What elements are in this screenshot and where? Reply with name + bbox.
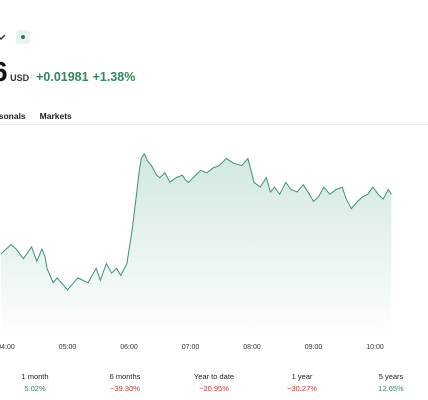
performance-value: −39.30%: [110, 384, 140, 393]
performance-value: 12.65%: [378, 384, 404, 393]
performance-value: 5.02%: [24, 384, 46, 393]
tab-markets[interactable]: Markets: [39, 111, 72, 121]
x-tick-label: 06:00: [120, 344, 138, 351]
x-tick-label: 08:00: [243, 344, 261, 351]
price-series-line: [0, 152, 392, 291]
status-dot-icon[interactable]: [16, 30, 30, 44]
performance-label: 1 year: [291, 372, 313, 381]
price-currency: USD: [10, 73, 30, 83]
performance-item[interactable]: Year to date −20.95%: [194, 372, 234, 393]
x-tick-label: 09:00: [304, 344, 323, 351]
top-icons: [0, 30, 30, 44]
price-chart-svg: [0, 152, 392, 340]
performance-item[interactable]: 6 months −39.30%: [110, 372, 141, 393]
x-tick-label: 04:00: [0, 344, 15, 351]
x-tick-label: 05:00: [58, 344, 77, 351]
performance-label: 5 years: [378, 372, 404, 381]
x-axis: 04:00 05:00 06:00 07:00 08:00 09:00 10:00: [0, 344, 428, 354]
chevron-icon[interactable]: [0, 32, 6, 42]
performance-value: −30.27%: [287, 384, 317, 393]
price-header: 6 USD +0.01981 +1.38%: [0, 56, 135, 88]
price-change-percent: +1.38%: [92, 70, 136, 84]
price-value: 6: [0, 56, 8, 88]
price-change: +0.01981: [36, 70, 89, 84]
performance-row: 1 month 5.02% 6 months −39.30% Year to date −…: [0, 372, 428, 400]
tab-seasonals[interactable]: asonals: [0, 111, 26, 121]
performance-value: −20.95%: [199, 384, 229, 393]
performance-item[interactable]: 1 month 5.02%: [21, 372, 48, 393]
price-chart[interactable]: [0, 125, 428, 340]
performance-label: 1 month: [21, 372, 49, 381]
performance-label: Year to date: [193, 372, 235, 381]
tab-bar: asonals Markets: [0, 111, 72, 121]
performance-label: 6 months: [109, 372, 141, 381]
price-area-fill: [0, 153, 392, 340]
performance-item[interactable]: 1 year −30.27%: [287, 372, 317, 393]
performance-item[interactable]: 5 years 12.65%: [378, 372, 403, 393]
x-tick-label: 10:00: [366, 344, 384, 351]
x-tick-label: 07:00: [181, 344, 200, 351]
tab-divider: [0, 124, 428, 125]
